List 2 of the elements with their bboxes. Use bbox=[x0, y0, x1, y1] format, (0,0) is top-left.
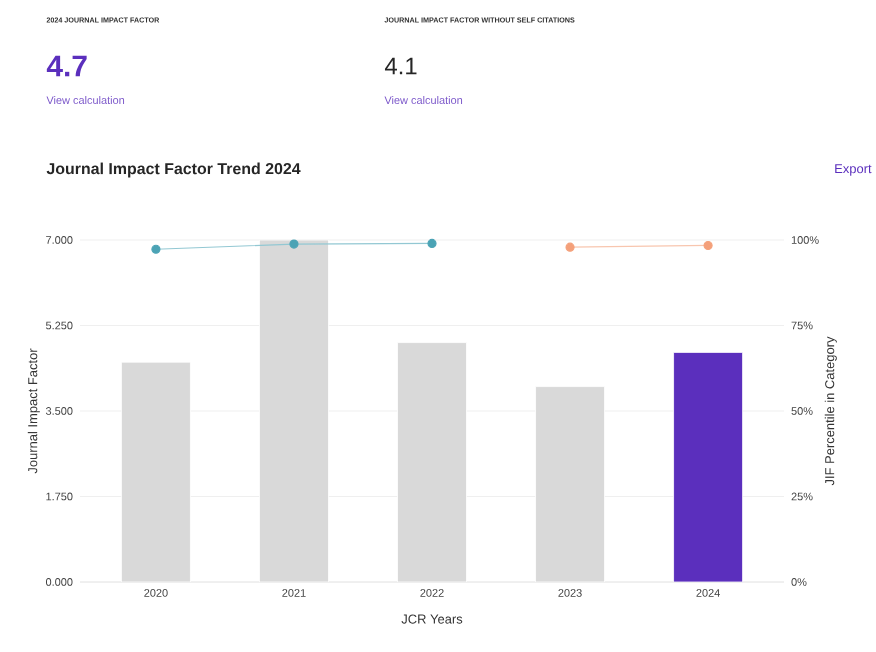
text: 4.1 bbox=[384, 57, 417, 75]
text: 4.7 bbox=[46, 55, 87, 77]
